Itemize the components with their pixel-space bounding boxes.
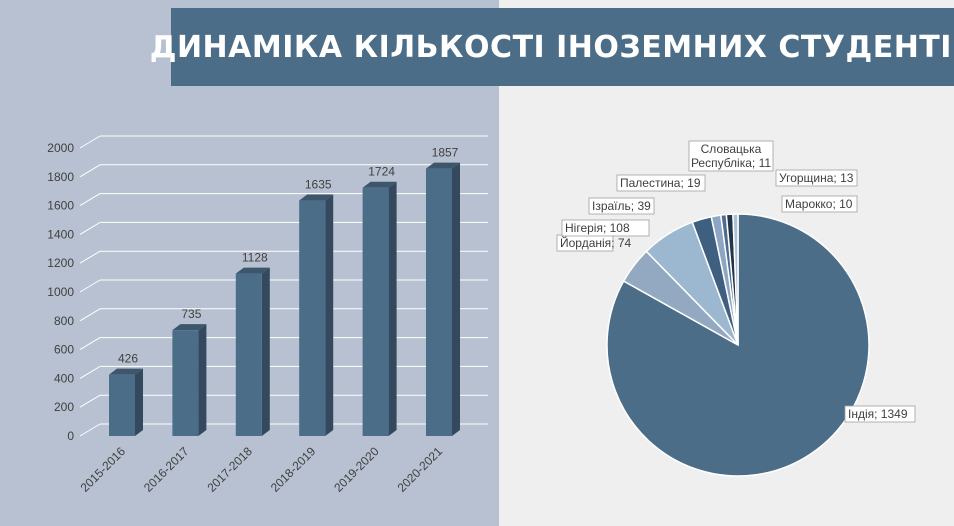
- y-tick-label: 1400: [47, 227, 74, 241]
- y-tick-label: 600: [54, 343, 74, 357]
- pie-label-box: [588, 197, 655, 215]
- bar-side: [261, 267, 270, 436]
- bar-top: [109, 368, 143, 375]
- bar-side: [198, 324, 207, 436]
- pie-label-text: Угорщина; 13: [779, 171, 854, 185]
- bar: [362, 187, 389, 436]
- bar-side: [388, 181, 397, 436]
- bar-value-label: 1635: [305, 178, 332, 192]
- bar-top: [299, 194, 334, 201]
- pie-slice: [732, 213, 739, 346]
- y-tick-label: 400: [54, 371, 74, 385]
- bar-side: [452, 162, 460, 437]
- bar-2016-2017: [172, 324, 207, 436]
- pie-slice: [606, 213, 870, 477]
- gridline-depth: [79, 279, 101, 293]
- pie-label: Палестина; 19: [616, 174, 706, 192]
- pie-label-text: Республіка; 11: [691, 156, 771, 170]
- bar: [426, 168, 452, 437]
- bar-2019-2020: [362, 181, 397, 436]
- pie-label-box: [775, 169, 858, 187]
- bar: [109, 374, 135, 436]
- y-tick-label: 800: [54, 314, 74, 328]
- bar-top: [172, 324, 207, 331]
- bar-2018-2019: [299, 194, 334, 436]
- gridline-depth: [79, 164, 101, 178]
- pie-label: Індія; 1349: [844, 405, 916, 423]
- page-title: ДИНАМІКА КІЛЬКОСТІ ІНОЗЕМНИХ СТУДЕНТІВ: [149, 29, 954, 65]
- bar-value-label: 1724: [368, 165, 395, 179]
- gridline-depth: [79, 135, 101, 149]
- bar-value-label: 735: [181, 307, 201, 321]
- bar-value-label: 426: [118, 352, 138, 366]
- y-tick-label: 0: [67, 429, 74, 443]
- title-banner: ДИНАМІКА КІЛЬКОСТІ ІНОЗЕМНИХ СТУДЕНТІВ: [150, 8, 954, 86]
- bar-2015-2016: [109, 368, 143, 436]
- y-tick-label: 1200: [47, 256, 74, 270]
- gridline-depth: [79, 394, 101, 408]
- pie-label-text: Марокко; 10: [785, 197, 853, 211]
- pie-label-box: [844, 405, 916, 423]
- pie-label-box: [561, 219, 650, 237]
- pie-label: Йорданія; 74: [556, 234, 632, 252]
- bar-chart-panel: [0, 0, 499, 526]
- bar: [172, 330, 199, 436]
- pie-label-text: Словацька: [701, 142, 762, 156]
- pie-label-text: Ізраїль; 39: [592, 199, 651, 213]
- pie-label-text: Палестина; 19: [620, 176, 701, 190]
- pie-label-text: Індія; 1349: [848, 407, 908, 421]
- pie-label-text: Нігерія; 108: [565, 221, 630, 235]
- gridline-depth: [79, 193, 101, 207]
- pie-label-box: [616, 174, 706, 192]
- bar: [299, 200, 326, 436]
- gridline-depth: [79, 337, 101, 351]
- pie-label: Марокко; 10: [781, 195, 858, 213]
- pie-label-box: [688, 140, 774, 172]
- gridline-depth: [79, 221, 101, 235]
- y-tick-label: 1800: [47, 170, 74, 184]
- bar-side: [325, 194, 334, 436]
- bar-chart: 0 200 400 600 800 1000 1200 1400 1600 1800 2000 426…: [47, 135, 488, 495]
- pie-label: Нігерія; 108: [561, 219, 650, 237]
- pie-label-box: [781, 195, 858, 213]
- y-tick-label: 200: [54, 400, 74, 414]
- gridline-depth: [79, 365, 101, 379]
- y-tick-label: 2000: [47, 141, 74, 155]
- bar: [235, 273, 262, 436]
- bar-value-label: 1128: [242, 251, 268, 265]
- bar-top: [362, 181, 397, 188]
- bar-top: [426, 162, 460, 169]
- pie-label: Угорщина; 13: [775, 169, 858, 187]
- pie-label-text: Йорданія; 74: [560, 235, 632, 250]
- y-tick-label: 1600: [47, 199, 74, 213]
- bar-value-label: 1857: [432, 146, 459, 160]
- gridline-depth: [79, 308, 101, 322]
- gridline-depth: [79, 423, 101, 437]
- y-tick-label: 1000: [47, 285, 74, 299]
- gridline-depth: [79, 250, 101, 264]
- bar-top: [235, 267, 270, 274]
- bar-2020-2021: [426, 162, 460, 437]
- pie-label: Ізраїль; 39: [588, 197, 655, 215]
- bar-2017-2018: [235, 267, 270, 436]
- bar-side: [135, 368, 143, 436]
